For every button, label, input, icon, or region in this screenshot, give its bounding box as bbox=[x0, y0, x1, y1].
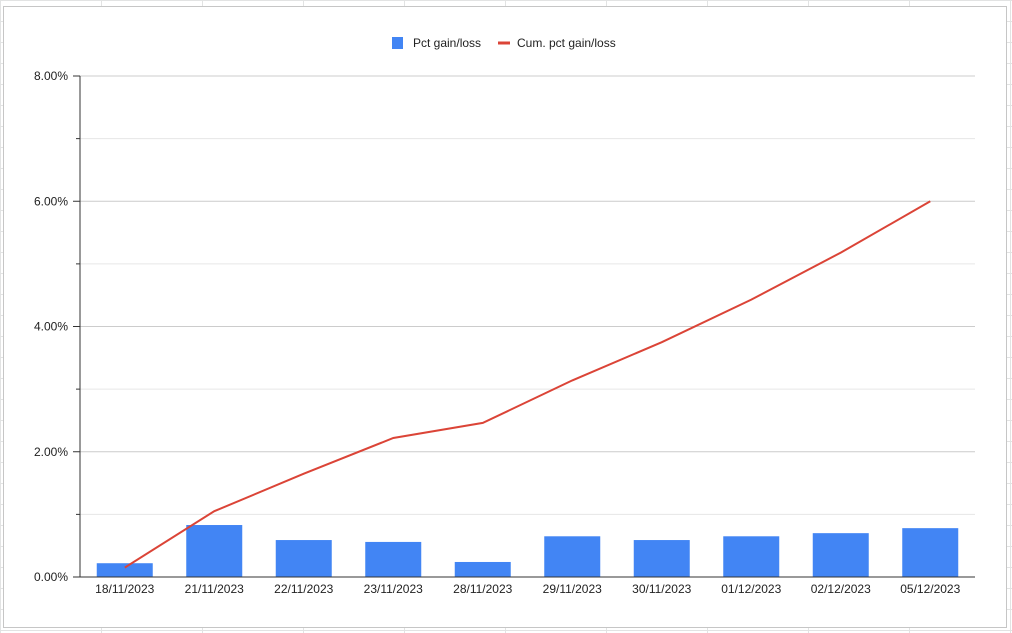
axes bbox=[73, 75, 975, 578]
y-axis-tick-labels: 0.00% 2.00% 4.00% 6.00% 8.00% bbox=[34, 69, 68, 584]
line-series bbox=[124, 200, 931, 569]
legend-label-bar: Pct gain/loss bbox=[413, 36, 481, 50]
y-tick-label: 6.00% bbox=[34, 194, 68, 208]
bar bbox=[812, 533, 869, 577]
x-tick-label: 29/11/2023 bbox=[543, 582, 602, 596]
bar bbox=[723, 536, 780, 577]
bar bbox=[633, 540, 690, 577]
x-tick-label: 02/12/2023 bbox=[811, 582, 871, 596]
bar bbox=[454, 561, 511, 577]
bar bbox=[96, 563, 153, 577]
x-tick-label: 30/11/2023 bbox=[632, 582, 691, 596]
gridlines bbox=[80, 75, 975, 515]
chart-frame[interactable] bbox=[3, 6, 1007, 628]
x-tick-label: 21/11/2023 bbox=[185, 582, 244, 596]
bar bbox=[275, 540, 332, 577]
x-tick-label: 18/11/2023 bbox=[95, 582, 154, 596]
bar-series bbox=[96, 525, 959, 577]
bar bbox=[902, 528, 959, 577]
x-tick-label: 23/11/2023 bbox=[364, 582, 423, 596]
y-tick-label: 4.00% bbox=[34, 320, 68, 334]
legend: Pct gain/loss Cum. pct gain/loss bbox=[392, 36, 616, 50]
y-tick-label: 8.00% bbox=[34, 69, 68, 83]
legend-swatch-bar bbox=[392, 37, 403, 49]
bar bbox=[544, 536, 601, 577]
legend-label-line: Cum. pct gain/loss bbox=[517, 36, 616, 50]
x-tick-label: 05/12/2023 bbox=[900, 582, 960, 596]
bar bbox=[365, 541, 422, 577]
x-tick-label: 01/12/2023 bbox=[721, 582, 781, 596]
y-tick-label: 2.00% bbox=[34, 445, 68, 459]
y-tick-label: 0.00% bbox=[34, 570, 68, 584]
x-tick-label: 22/11/2023 bbox=[274, 582, 333, 596]
x-tick-label: 28/11/2023 bbox=[453, 582, 512, 596]
bar bbox=[186, 525, 243, 577]
x-axis-tick-labels: 18/11/2023 21/11/2023 22/11/2023 23/11/2023… bbox=[95, 582, 960, 596]
